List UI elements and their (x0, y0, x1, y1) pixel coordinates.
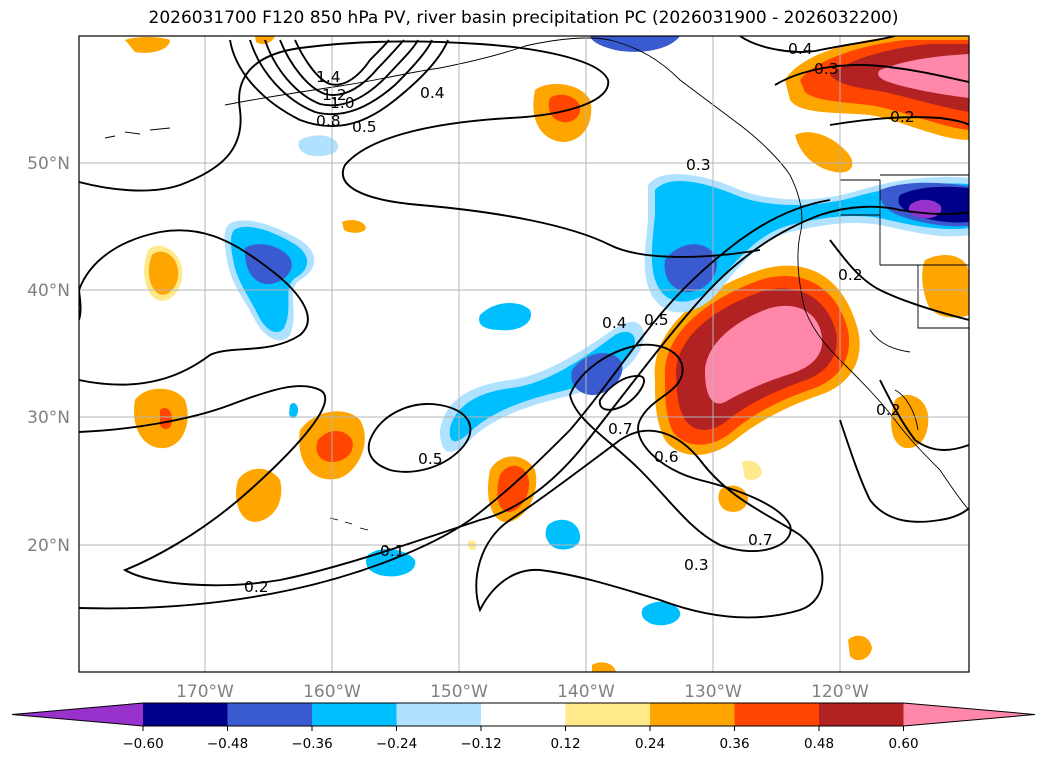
figure-title: 2026031700 F120 850 hPa PV, river basin … (148, 8, 899, 28)
contour-label: 0.7 (748, 531, 773, 549)
contour-label: 1.2 (322, 86, 347, 104)
contour-label: 0.2 (838, 266, 863, 284)
colorbar-swatch (819, 703, 904, 726)
lon-tick-label: 170°W (176, 682, 234, 702)
contour-label: 0.7 (608, 420, 633, 438)
contour-label: 0.2 (244, 578, 269, 596)
contour-labels: 1.4 1.2 1.0 0.8 0.5 0.4 0.4 0.3 0.3 0.2 … (244, 40, 915, 596)
contour-label: 0.5 (352, 118, 377, 136)
colorbar-tick-label: −0.60 (122, 736, 163, 752)
colorbar-tick-label: 0.24 (635, 736, 665, 752)
alaska-coastline (224, 37, 791, 176)
contour-label: 0.2 (890, 108, 915, 126)
colorbar-swatch (650, 703, 735, 726)
lat-tick-label: 20°N (27, 536, 70, 556)
contour-label: 0.4 (602, 314, 627, 332)
colorbar-swatch (734, 703, 820, 726)
colorbar-tick-label: 0.60 (888, 736, 918, 752)
contour-label: 0.2 (876, 401, 901, 419)
coastlines (104, 37, 969, 551)
latitude-ticks: 50°N 40°N 30°N 20°N (27, 154, 70, 556)
longitude-ticks: 170°W 160°W 150°W 140°W 130°W 120°W (176, 682, 869, 702)
colorbar-extend-min (12, 703, 143, 726)
colorbar-swatch (312, 703, 397, 726)
precip-shading (125, 36, 969, 672)
contour-label: 0.6 (654, 448, 679, 466)
colorbar-tick-label: −0.36 (291, 736, 332, 752)
colorbar-tick-label: −0.24 (376, 736, 417, 752)
map-frame (78, 35, 970, 673)
lon-tick-label: 120°W (811, 682, 869, 702)
colorbar-tick-label: 0.36 (719, 736, 749, 752)
colorbar-swatch (565, 703, 651, 726)
contour-label: 0.4 (788, 40, 813, 58)
colorbar-tick-label: −0.48 (207, 736, 248, 752)
colorbar-tick-label: −0.12 (460, 736, 501, 752)
colorbar-swatch (396, 703, 482, 726)
contour-label: 0.1 (380, 542, 405, 560)
colorbar-extend-max (903, 703, 1035, 726)
contour-label: 0.5 (644, 311, 669, 329)
hawaii-islands (329, 517, 393, 551)
north-america-west-coast (789, 174, 969, 511)
contour-label: 0.8 (316, 112, 341, 130)
lon-tick-label: 150°W (430, 682, 488, 702)
lon-tick-label: 160°W (303, 682, 361, 702)
pv-contours (79, 36, 969, 619)
lat-tick-label: 50°N (27, 154, 70, 174)
lat-tick-label: 40°N (27, 281, 70, 301)
lon-tick-label: 130°W (684, 682, 742, 702)
contour-label: 1.4 (316, 68, 341, 86)
contour-label: 0.5 (418, 450, 443, 468)
colorbar-tick-label: 0.48 (804, 736, 834, 752)
lat-tick-label: 30°N (27, 408, 70, 428)
colorbar-swatch (481, 703, 566, 726)
contour-label: 1.0 (330, 94, 355, 112)
colorbar-swatch (227, 703, 313, 726)
lon-tick-label: 140°W (557, 682, 615, 702)
colorbar-tick-label: 0.12 (550, 736, 580, 752)
contour-label: 0.4 (420, 84, 445, 102)
contour-label: 0.3 (684, 556, 709, 574)
colorbar-swatch (143, 703, 228, 726)
contour-label: 0.3 (814, 60, 839, 78)
gridlines (79, 36, 969, 672)
contour-label: 0.3 (686, 156, 711, 174)
colorbar: −0.60 −0.48 −0.36 −0.24 −0.12 0.12 0.24 0.36 0.4… (11, 702, 1036, 752)
